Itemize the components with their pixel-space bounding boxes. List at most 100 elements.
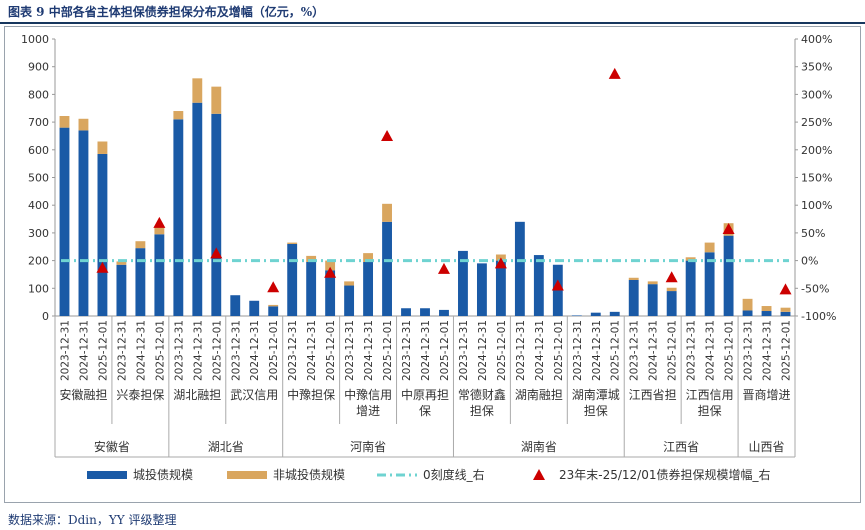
- bar-city-24: [514, 221, 525, 316]
- bar-city-15: [344, 285, 355, 316]
- bar-city-38: [780, 311, 791, 316]
- bar-noncity-16: [363, 253, 374, 262]
- bar-city-21: [458, 250, 468, 316]
- y-left-tick-label: 600: [28, 144, 49, 157]
- bar-noncity-30: [628, 277, 639, 280]
- bar-city-5: [154, 234, 165, 316]
- bar-noncity-15: [344, 281, 355, 286]
- growth-marker-14: [324, 266, 337, 278]
- growth-marker-17: [381, 129, 394, 141]
- bar-noncity-33: [685, 257, 696, 261]
- y-right-tick-label: -50%: [801, 282, 829, 295]
- group-label-4: 中豫担保: [287, 387, 335, 402]
- province-label-1: 湖北省: [208, 439, 244, 454]
- bar-city-8: [211, 113, 222, 316]
- x-tick-label-29: 2025-12-01: [610, 320, 622, 381]
- growth-marker-2: [96, 261, 109, 273]
- growth-marker-29: [608, 67, 621, 79]
- growth-marker-35: [722, 223, 735, 235]
- bar-noncity-4: [135, 241, 146, 249]
- group-label-7: 常德财鑫: [458, 387, 506, 402]
- title-bar: 图表 9 中部各省主体担保债券担保分布及增幅（亿元，%）: [0, 0, 865, 24]
- x-tick-label-23: 2025-12-01: [496, 320, 508, 381]
- y-left-tick-label: 800: [28, 88, 49, 101]
- group-label-2: 湖北融担: [173, 387, 221, 402]
- bar-city-31: [647, 284, 658, 316]
- bar-city-11: [268, 306, 279, 316]
- y-left-tick-label: 100: [28, 282, 49, 295]
- x-tick-label-25: 2024-12-31: [534, 320, 546, 381]
- y-left-tick-label: 700: [28, 116, 49, 129]
- x-tick-label-1: 2024-12-31: [78, 320, 90, 381]
- x-tick-label-36: 2023-12-31: [743, 320, 755, 381]
- y-right-tick-label: 400%: [801, 33, 832, 46]
- province-label-3: 湖南省: [521, 439, 557, 454]
- bar-city-3: [116, 264, 127, 316]
- bar-noncity-17: [382, 203, 392, 222]
- group-label-7: 担保: [470, 404, 494, 418]
- bar-city-37: [761, 311, 772, 316]
- bar-city-0: [59, 127, 70, 316]
- bar-noncity-13: [306, 255, 317, 262]
- bar-city-22: [476, 263, 487, 316]
- x-tick-label-9: 2023-12-31: [230, 320, 242, 381]
- bar-city-28: [590, 312, 601, 316]
- growth-marker-8: [210, 247, 223, 259]
- growth-marker-20: [437, 262, 450, 274]
- bar-noncity-2: [97, 141, 108, 154]
- x-tick-label-30: 2023-12-31: [629, 320, 641, 381]
- bar-city-1: [78, 130, 89, 316]
- bar-city-23: [495, 260, 506, 316]
- bar-city-13: [306, 261, 317, 316]
- province-label-0: 安徽省: [94, 439, 130, 454]
- bar-noncity-11: [268, 304, 279, 307]
- bar-city-33: [685, 260, 696, 316]
- growth-marker-11: [267, 281, 280, 293]
- x-tick-label-12: 2023-12-31: [287, 320, 299, 381]
- bar-noncity-34: [704, 242, 715, 253]
- bar-noncity-5: [154, 227, 165, 235]
- x-tick-label-16: 2024-12-31: [363, 320, 375, 381]
- bar-city-29: [609, 311, 620, 316]
- province-label-2: 河南省: [350, 439, 386, 454]
- source-note: 数据来源：Ddin，YY 评级整理: [8, 513, 177, 527]
- x-tick-label-8: 2025-12-01: [211, 320, 223, 381]
- bar-city-12: [287, 243, 298, 316]
- group-label-9: 湖南潭城: [572, 387, 620, 402]
- bar-city-2: [97, 153, 108, 316]
- legend-marker-swatch: [533, 469, 545, 480]
- group-label-3: 武汉信用: [230, 388, 278, 402]
- x-tick-label-38: 2025-12-01: [781, 320, 793, 381]
- x-tick-label-4: 2024-12-31: [135, 320, 147, 381]
- x-tick-label-20: 2025-12-01: [439, 320, 451, 381]
- y-left-tick-label: 1000: [21, 33, 49, 46]
- x-tick-label-35: 2025-12-01: [724, 320, 736, 381]
- group-label-10: 江西省担: [629, 388, 677, 402]
- bar-noncity-32: [666, 287, 677, 292]
- bar-city-4: [135, 248, 146, 316]
- bar-noncity-8: [211, 86, 222, 114]
- x-tick-label-37: 2024-12-31: [762, 320, 774, 381]
- growth-marker-26: [551, 279, 564, 291]
- x-tick-label-19: 2024-12-31: [420, 320, 432, 381]
- group-label-6: 中原再担: [401, 387, 449, 402]
- y-left-tick-label: 200: [28, 255, 49, 268]
- y-left-tick-label: 900: [28, 61, 49, 74]
- growth-marker-5: [153, 216, 166, 228]
- bar-noncity-7: [192, 78, 203, 103]
- bar-city-7: [192, 102, 203, 317]
- x-tick-label-22: 2024-12-31: [477, 320, 489, 381]
- growth-marker-38: [779, 283, 792, 295]
- y-right-tick-label: 350%: [801, 61, 832, 74]
- bar-noncity-1: [78, 118, 89, 131]
- x-tick-label-0: 2023-12-31: [59, 320, 71, 381]
- legend-zeroline-label: 0刻度线_右: [423, 467, 485, 482]
- group-label-1: 兴泰担保: [116, 388, 164, 402]
- x-tick-label-7: 2024-12-31: [192, 320, 204, 381]
- bar-city-9: [230, 295, 241, 316]
- x-tick-label-32: 2025-12-01: [667, 320, 679, 381]
- group-label-5: 增进: [356, 404, 380, 418]
- bar-city-16: [363, 261, 374, 316]
- group-label-11: 江西信用: [686, 388, 734, 402]
- chart-title: 图表 9 中部各省主体担保债券担保分布及增幅（亿元，%）: [8, 5, 325, 19]
